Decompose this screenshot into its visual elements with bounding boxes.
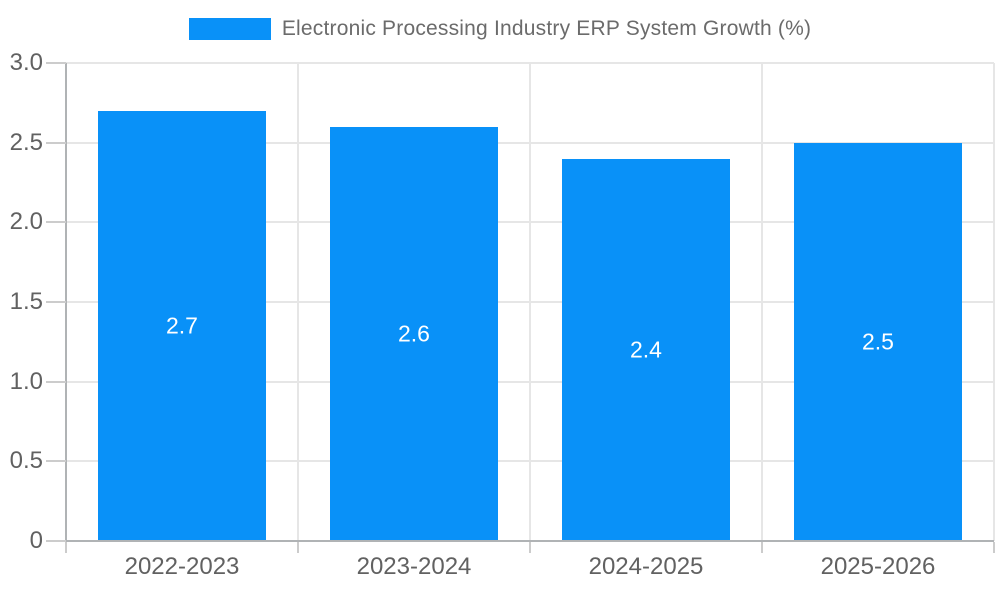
- gridline-horizontal: [66, 221, 994, 224]
- x-axis-category-label: 2022-2023: [124, 553, 240, 580]
- x-axis-baseline: [66, 540, 994, 542]
- y-axis-tick: [46, 540, 66, 542]
- x-axis-category-label: 2024-2025: [588, 553, 704, 580]
- legend-swatch: [188, 18, 271, 40]
- legend-label: Electronic Processing Industry ERP Syste…: [281, 17, 812, 40]
- gridline-vertical: [993, 63, 995, 541]
- y-axis-tick-label: 2.5: [9, 128, 43, 156]
- x-axis-tick: [297, 542, 299, 553]
- y-axis-tick: [46, 460, 66, 463]
- y-axis-tick: [46, 380, 66, 383]
- x-axis-tick: [65, 542, 67, 553]
- bar: 2.6: [330, 126, 498, 541]
- bar: 2.4: [562, 158, 730, 541]
- gridline-horizontal: [66, 141, 994, 144]
- bar: 2.5: [794, 142, 962, 541]
- gridline-horizontal: [66, 62, 994, 64]
- x-axis-category-label: 2025-2026: [820, 553, 936, 580]
- y-axis-tick: [46, 62, 66, 64]
- y-axis-tick-label: 0.5: [9, 447, 43, 475]
- y-axis-line: [65, 63, 67, 552]
- gridline-horizontal: [66, 301, 994, 303]
- legend: Electronic Processing Industry ERP Syste…: [0, 17, 1000, 41]
- bar-value-label: 2.5: [862, 328, 894, 355]
- bar-value-label: 2.7: [166, 312, 198, 339]
- plot-area: 2.7 2.6 2.4 2.5: [66, 62, 995, 541]
- x-axis-tick: [529, 542, 531, 553]
- y-axis-tick-label: 3.0: [9, 49, 43, 76]
- gridline-horizontal: [66, 460, 994, 463]
- bar-value-label: 2.4: [630, 336, 662, 363]
- y-axis-tick-label: 1.0: [9, 367, 43, 395]
- y-axis-tick: [46, 221, 66, 224]
- y-axis-tick-label: 1.5: [9, 288, 43, 315]
- x-axis-category-label: 2023-2024: [356, 553, 472, 580]
- y-axis-tick: [46, 301, 66, 303]
- bar: 2.7: [98, 110, 266, 541]
- x-axis-tick: [993, 542, 995, 553]
- y-axis-tick-label: 0: [29, 527, 43, 554]
- x-axis-tick: [761, 542, 763, 553]
- y-axis-tick: [46, 141, 66, 144]
- gridline-horizontal: [66, 380, 994, 383]
- y-axis-tick-label: 2.0: [9, 208, 43, 236]
- bar-value-label: 2.6: [398, 320, 430, 347]
